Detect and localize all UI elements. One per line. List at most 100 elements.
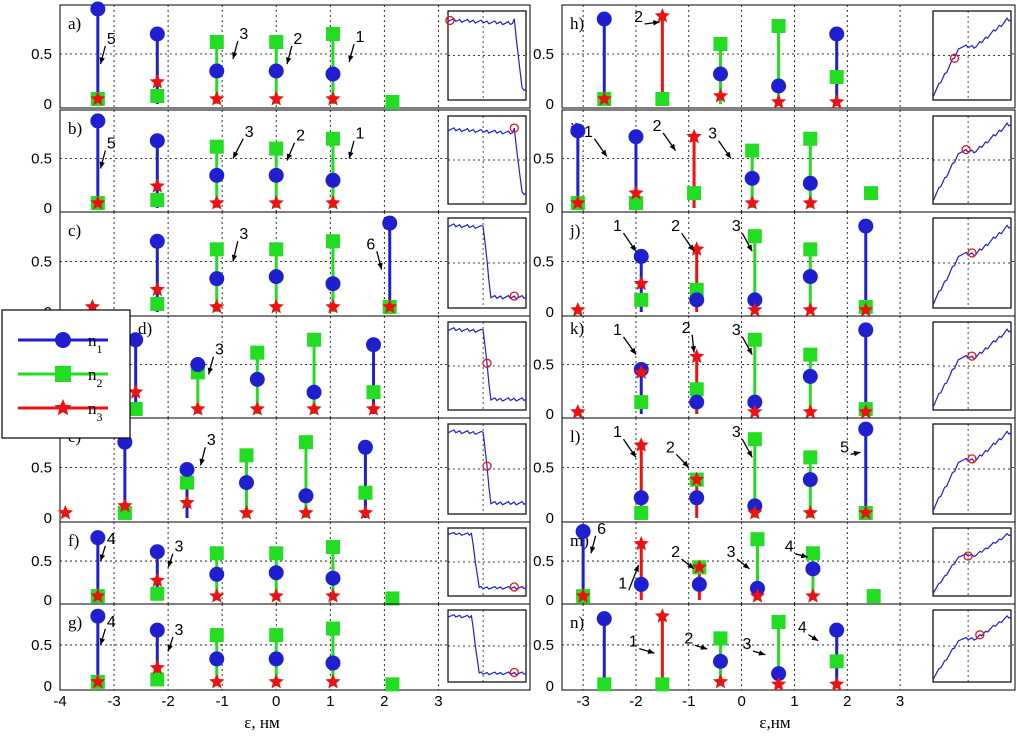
inset-marker [975,630,985,640]
marker-n3 [633,437,649,452]
x-tick-label: -2 [629,693,642,710]
marker-n3 [357,504,373,520]
marker-n2 [866,589,881,604]
annotation-arrowhead [647,648,655,654]
y-tick-label: 0.5 [533,357,554,374]
marker-n2 [689,382,704,397]
marker-n2 [128,402,143,417]
marker-n1 [747,394,763,410]
marker-n3 [747,404,763,419]
marker-n3 [382,298,398,314]
annotation-label: 2 [671,544,680,561]
marker-n1 [829,26,845,42]
marker-n3 [325,673,341,689]
marker-n2 [655,677,670,692]
annotation-label: 1 [629,634,638,651]
marker-n2 [747,229,762,244]
annotation-label: 3 [174,539,183,556]
marker-n1 [325,172,341,188]
annotation-arrowhead [630,347,636,355]
marker-n1 [209,566,225,582]
annotation-arrowhead [652,20,660,26]
marker-n3 [209,588,225,603]
marker-n2 [250,345,265,360]
marker-n3 [209,195,225,210]
marker-n2 [803,131,818,146]
marker-n1 [268,63,284,79]
marker-n1 [633,576,649,592]
marker-n2 [209,242,224,257]
marker-n2 [747,332,762,347]
marker-n3 [805,588,821,603]
marker-n1 [633,248,649,264]
panels-group: 00.5a)532100.5b)532100.5c)3600.5d)300.5e… [31,1,1016,710]
marker-n3 [209,91,225,106]
marker-n1 [90,1,106,17]
annotation-arrowhead [669,143,676,151]
panel-label: h) [570,14,584,33]
marker-n3 [268,298,284,314]
marker-n1 [829,622,845,638]
marker-n1 [325,276,341,292]
y-tick-label: 0.5 [533,637,554,654]
marker-n3 [306,401,322,416]
annotation-arrowhead [232,52,238,59]
marker-n2 [745,143,760,158]
marker-n2 [325,234,340,249]
inset-marker [967,351,977,361]
legend-marker-n3 [54,399,72,416]
marker-n3 [117,497,133,513]
marker-n3 [128,384,144,399]
y-tick-label: 0 [546,510,554,527]
marker-n2 [829,70,844,84]
inset-marker [445,15,455,26]
marker-n1 [325,570,341,586]
inset-curve [447,17,527,92]
inset [932,423,1012,515]
marker-n3 [858,404,874,419]
x-axis-label-left: ε, нм [244,713,280,732]
panel-label: j) [569,221,580,240]
marker-n3 [149,572,165,587]
marker-n3 [575,588,591,603]
marker-n1 [306,384,322,400]
marker-n1 [596,611,612,627]
marker-n3 [570,404,586,419]
panel-f: 0 0.5 f) 4 3 [31,521,531,609]
marker-n1 [249,371,265,387]
marker-n3 [149,74,165,89]
inset-curve [447,327,527,402]
marker-n3 [268,91,284,106]
x-axis-label-right: ε,нм [759,713,790,732]
annotation-label: 2 [682,320,691,337]
marker-n1 [90,113,106,129]
y-tick-label: 0 [546,592,554,609]
marker-n2 [150,672,165,687]
marker-n3 [689,471,705,487]
annotation-label: 4 [107,531,116,548]
y-tick-label: 0 [44,678,52,695]
marker-n1 [633,490,649,506]
inset [932,321,1012,411]
marker-n3 [90,673,106,689]
y-tick-label: 0.5 [533,46,554,63]
inset [447,423,527,515]
annotation-arrowhead [348,55,354,62]
marker-n1 [209,651,225,667]
annotation-label: 4 [785,539,794,556]
marker-n3 [633,364,649,379]
x-tick-label: 3 [434,693,442,710]
marker-n2 [771,19,786,33]
marker-n3 [90,195,106,210]
y-tick-label: 0 [44,96,52,113]
marker-n1 [238,475,254,491]
y-tick-label: 0.5 [533,553,554,570]
marker-n1 [325,66,341,82]
marker-n3 [149,281,165,297]
marker-n2 [209,139,224,154]
inset-marker [949,53,960,63]
x-tick-label: 3 [896,693,904,710]
inset-curve [932,122,1012,202]
marker-n3 [149,659,165,675]
